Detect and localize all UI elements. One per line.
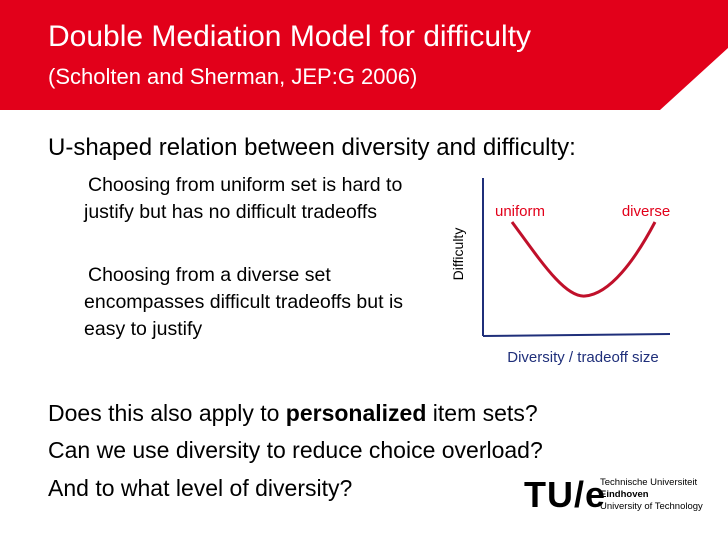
logo-text: Technische Universiteit Eindhoven Univer… (600, 477, 703, 513)
header-band (0, 0, 728, 110)
question: Does this also apply to personalized ite… (48, 400, 538, 427)
header-background (0, 0, 728, 110)
logo-mark: TU/e (524, 474, 607, 515)
question-emphasis: personalized (285, 400, 427, 426)
bullet-point: Choosing from a diverse set encompasses … (84, 264, 404, 340)
logo-line: Eindhoven (600, 489, 649, 500)
logo: TU/e Technische Universiteit Eindhoven U… (524, 474, 724, 520)
diagram: Difficulty uniform diverse Diversity / t… (450, 178, 671, 366)
u-curve (510, 221, 657, 298)
title: Double Mediation Model for difficulty (48, 20, 532, 53)
heading: U-shaped relation between diversity and … (48, 134, 576, 161)
x-axis-label: Diversity / tradeoff size (507, 349, 658, 366)
curve-label: diverse (622, 203, 670, 220)
question-text: item sets? (426, 400, 538, 426)
question-text: Does this also apply to (48, 400, 286, 426)
logo-line: Technische Universiteit (600, 477, 698, 488)
question: And to what level of diversity? (48, 475, 353, 501)
question: Can we use diversity to reduce choice ov… (48, 437, 543, 463)
y-axis-label: Difficulty (450, 228, 466, 281)
bullet-point: Choosing from uniform set is hard to jus… (84, 174, 403, 223)
curve-label: uniform (495, 203, 545, 220)
x-axis (482, 333, 671, 337)
subtitle: (Scholten and Sherman, JEP:G 2006) (48, 64, 418, 89)
logo-line: University of Technology (600, 501, 703, 512)
